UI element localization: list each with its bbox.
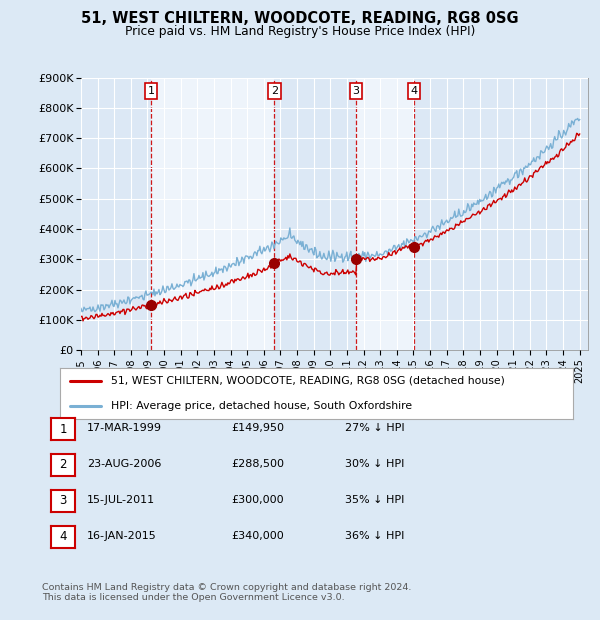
Text: 35% ↓ HPI: 35% ↓ HPI xyxy=(345,495,404,505)
Text: 17-MAR-1999: 17-MAR-1999 xyxy=(87,423,162,433)
Text: £288,500: £288,500 xyxy=(231,459,284,469)
Text: Price paid vs. HM Land Registry's House Price Index (HPI): Price paid vs. HM Land Registry's House … xyxy=(125,25,475,38)
Text: 3: 3 xyxy=(352,86,359,96)
Text: 3: 3 xyxy=(59,495,67,507)
Bar xyxy=(151,78,274,350)
Text: 4: 4 xyxy=(59,531,67,543)
Text: HPI: Average price, detached house, South Oxfordshire: HPI: Average price, detached house, Sout… xyxy=(112,401,412,411)
Text: £149,950: £149,950 xyxy=(231,423,284,433)
Bar xyxy=(81,78,151,350)
Bar xyxy=(414,78,588,350)
Bar xyxy=(274,78,356,350)
Text: 36% ↓ HPI: 36% ↓ HPI xyxy=(345,531,404,541)
Bar xyxy=(356,78,414,350)
Text: 1: 1 xyxy=(59,423,67,435)
Text: 1: 1 xyxy=(148,86,154,96)
Text: 15-JUL-2011: 15-JUL-2011 xyxy=(87,495,155,505)
Text: 2: 2 xyxy=(271,86,278,96)
Text: 30% ↓ HPI: 30% ↓ HPI xyxy=(345,459,404,469)
Text: £340,000: £340,000 xyxy=(231,531,284,541)
Text: £300,000: £300,000 xyxy=(231,495,284,505)
Text: Contains HM Land Registry data © Crown copyright and database right 2024.
This d: Contains HM Land Registry data © Crown c… xyxy=(42,583,412,602)
Text: 2: 2 xyxy=(59,459,67,471)
Text: 51, WEST CHILTERN, WOODCOTE, READING, RG8 0SG: 51, WEST CHILTERN, WOODCOTE, READING, RG… xyxy=(81,11,519,26)
Text: 16-JAN-2015: 16-JAN-2015 xyxy=(87,531,157,541)
Text: 23-AUG-2006: 23-AUG-2006 xyxy=(87,459,161,469)
Text: 51, WEST CHILTERN, WOODCOTE, READING, RG8 0SG (detached house): 51, WEST CHILTERN, WOODCOTE, READING, RG… xyxy=(112,376,505,386)
Text: 4: 4 xyxy=(410,86,418,96)
Text: 27% ↓ HPI: 27% ↓ HPI xyxy=(345,423,404,433)
